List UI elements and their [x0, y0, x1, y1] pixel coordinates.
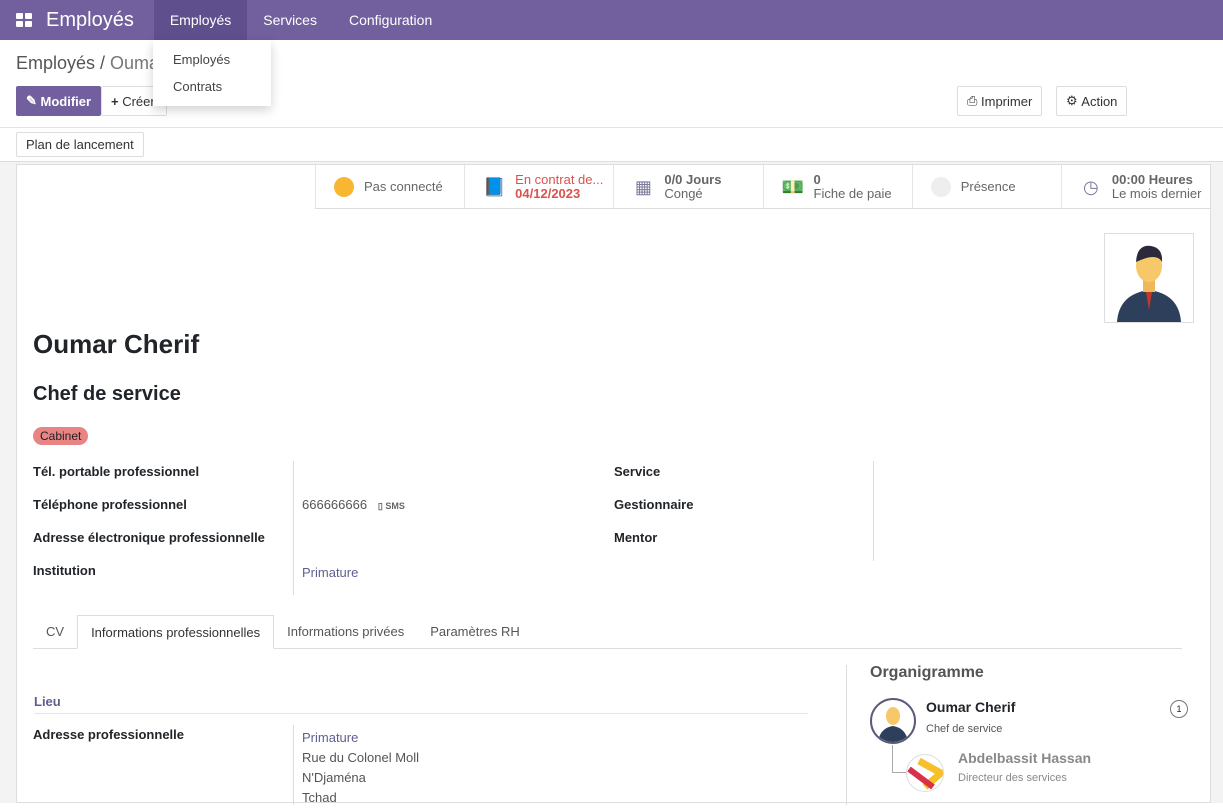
stat-contract[interactable]: 📘 En contrat de... 04/12/2023: [464, 165, 613, 208]
avatar-person-icon: [1117, 245, 1181, 322]
employee-form: Pas connecté 📘 En contrat de... 04/12/2023…: [16, 164, 1211, 805]
divider: [293, 461, 294, 595]
employee-avatar[interactable]: [1104, 233, 1194, 323]
address-line: Rue du Colonel Moll: [302, 750, 420, 765]
divider: [873, 461, 874, 561]
menu-services[interactable]: Services: [263, 12, 317, 28]
tab-cv[interactable]: CV: [46, 624, 65, 639]
app-title: Employés: [46, 8, 134, 31]
address-line: Tchad: [302, 790, 337, 805]
sms-label: SMS: [385, 501, 405, 511]
stat-label: Fiche de paie: [813, 185, 892, 201]
stat-label: Présence: [960, 178, 1016, 194]
employee-name: Oumar Cherif: [33, 329, 200, 359]
breadcrumb: Employés / Ouma: [16, 53, 160, 73]
stat-label: Pas connecté: [364, 178, 443, 194]
edit-button[interactable]: ✎ Modifier: [16, 86, 102, 116]
employes-dropdown: Employés Contrats: [153, 40, 271, 106]
plus-icon: +: [111, 93, 123, 109]
print-icon: ⎙: [967, 93, 982, 108]
stat-payslip[interactable]: 💵 0 Fiche de paie: [762, 165, 912, 208]
stat-hours[interactable]: ◷ 00:00 Heures Le mois dernier: [1060, 165, 1210, 208]
field-label: Téléphone professionnel: [33, 497, 187, 512]
tab-informations-professionnelles[interactable]: Informations professionnelles: [77, 615, 275, 649]
action-label: Action: [1081, 93, 1118, 109]
dropdown-item-employes[interactable]: Employés: [173, 52, 231, 67]
stat-label: Le mois dernier: [1111, 185, 1202, 201]
edit-label: Modifier: [40, 93, 92, 109]
subordinates-count-badge[interactable]: 1: [1170, 700, 1188, 718]
stat-value: 00:00 Heures: [1111, 171, 1193, 187]
logo-icon: [907, 757, 943, 790]
tab-parametres-rh[interactable]: Paramètres RH: [430, 624, 520, 639]
tab-informations-privees[interactable]: Informations privées: [287, 624, 405, 639]
stat-label: Congé: [664, 185, 703, 201]
org-chart-title: Organigramme: [870, 664, 984, 681]
stat-value: 0/0 Jours: [664, 171, 722, 187]
dropdown-item-contrats[interactable]: Contrats: [173, 79, 223, 94]
print-label: Imprimer: [981, 93, 1033, 109]
breadcrumb-current: Ouma: [110, 53, 160, 73]
stat-label: En contrat de...: [515, 171, 604, 187]
org-sub-job: Directeur des services: [958, 772, 1067, 784]
org-self-name[interactable]: Oumar Cherif: [926, 699, 1016, 715]
field-label: Gestionnaire: [614, 497, 694, 512]
form-tabs: CV Informations professionnelles Informa…: [33, 615, 1182, 649]
section-lieu: Lieu: [34, 694, 808, 714]
stat-presence-status[interactable]: Pas connecté: [315, 165, 464, 208]
tag-badge[interactable]: Cabinet: [33, 427, 89, 445]
field-label: Mentor: [614, 530, 658, 545]
create-label: Créer: [122, 93, 155, 109]
pencil-icon: ✎: [26, 93, 41, 108]
apps-menu-icon[interactable]: [16, 13, 32, 27]
stat-attendance[interactable]: Présence: [911, 165, 1061, 208]
avatar-person-icon: [878, 707, 908, 742]
address-line[interactable]: Primature: [302, 730, 359, 745]
sms-button[interactable]: ▯ SMS: [377, 501, 405, 511]
breadcrumb-parent[interactable]: Employés: [16, 53, 96, 73]
action-button[interactable]: ⚙ Action: [1056, 86, 1128, 116]
org-sub-name[interactable]: Abdelbassit Hassan: [958, 750, 1092, 766]
stat-value: 0: [813, 171, 821, 187]
divider: [293, 725, 294, 805]
address-value: Primature Rue du Colonel Moll N'Djaména …: [302, 728, 419, 808]
stat-leave[interactable]: ▦ 0/0 Jours Congé: [613, 165, 762, 208]
work-phone-value[interactable]: 666666666 ▯ SMS: [302, 497, 405, 512]
menu-configuration[interactable]: Configuration: [348, 12, 433, 28]
divider: [846, 665, 847, 805]
menu-employes[interactable]: Employés: [153, 0, 248, 40]
calendar-icon: ▦: [634, 176, 652, 197]
org-sub-avatar[interactable]: [906, 754, 944, 792]
field-label: Adresse électronique professionnelle: [33, 530, 265, 545]
org-connector: [892, 745, 908, 773]
presence-dot-icon: [334, 176, 354, 197]
top-navbar: Employés Employés Services Configuration: [0, 0, 1223, 40]
org-self-job: Chef de service: [926, 723, 1003, 735]
field-label: Service: [614, 464, 661, 479]
field-label: Tél. portable professionnel: [33, 464, 200, 479]
institution-link[interactable]: Primature: [302, 565, 359, 580]
org-self-avatar[interactable]: [870, 698, 916, 744]
smart-buttons: Pas connecté 📘 En contrat de... 04/12/2023…: [315, 165, 1210, 209]
address-line: N'Djaména: [302, 770, 366, 785]
gear-icon: ⚙: [1066, 93, 1082, 108]
money-icon: 💵: [781, 176, 804, 197]
presence-dot-icon: [930, 176, 951, 197]
clock-icon: ◷: [1083, 176, 1099, 197]
divider: [0, 127, 1223, 128]
field-label: Adresse professionnelle: [33, 727, 184, 742]
job-title: Chef de service: [33, 383, 181, 405]
print-button[interactable]: ⎙ Imprimer: [957, 86, 1043, 116]
launch-plan-button[interactable]: Plan de lancement: [16, 132, 144, 157]
phone-value: 666666666: [302, 497, 368, 512]
field-label: Institution: [33, 563, 96, 578]
book-icon: 📘: [483, 176, 506, 197]
stat-value: 04/12/2023: [515, 185, 581, 201]
